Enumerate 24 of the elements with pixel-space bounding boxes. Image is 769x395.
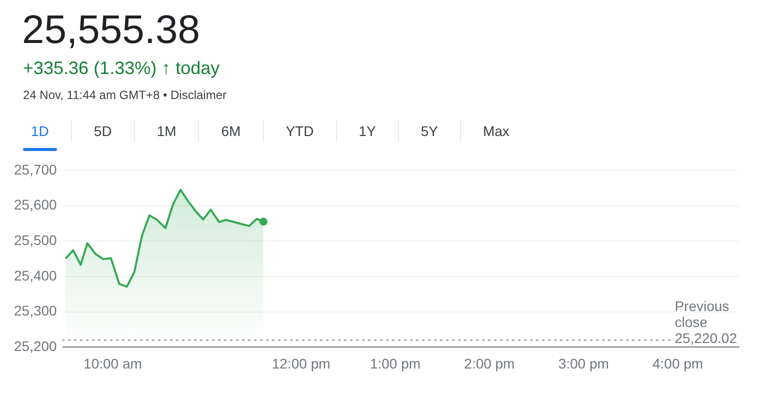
y-tick-label: 25,600 <box>14 196 58 213</box>
chart-subtitle: +335.36 (1.33%) ↑ today <box>23 57 221 80</box>
y-tick-label: 25,700 <box>14 161 58 178</box>
text: 1D <box>30 122 50 141</box>
text: 5Y <box>398 120 460 142</box>
y-tick-label: 25,300 <box>14 302 58 319</box>
text: 5D <box>70 120 134 142</box>
x-tick-label: 10:00 am <box>84 355 142 372</box>
chart-title: 25,555.38 <box>22 7 201 54</box>
text: Max <box>460 120 532 142</box>
x-tick-label: 4:00 pm <box>652 355 704 372</box>
x-tick-label: 12:00 pm <box>272 355 330 372</box>
x-tick-label: 1:00 pm <box>370 355 421 372</box>
text: 1M <box>134 120 198 142</box>
y-tick-label: 25,500 <box>14 232 58 248</box>
text: 1Y <box>336 120 398 142</box>
y-tick-label: 25,400 <box>14 267 58 284</box>
text: YTD <box>262 120 336 142</box>
ref-line-label: Previous close 25,220.02 <box>674 298 738 346</box>
text: 24 Nov, 11:44 am GMT+8 • Disclaimer <box>23 87 228 104</box>
text: 6M <box>198 120 263 142</box>
y-tick-label: 25,200 <box>14 338 58 354</box>
x-tick-label: 2:00 pm <box>464 355 515 372</box>
x-tick-label: 3:00 pm <box>558 355 609 372</box>
